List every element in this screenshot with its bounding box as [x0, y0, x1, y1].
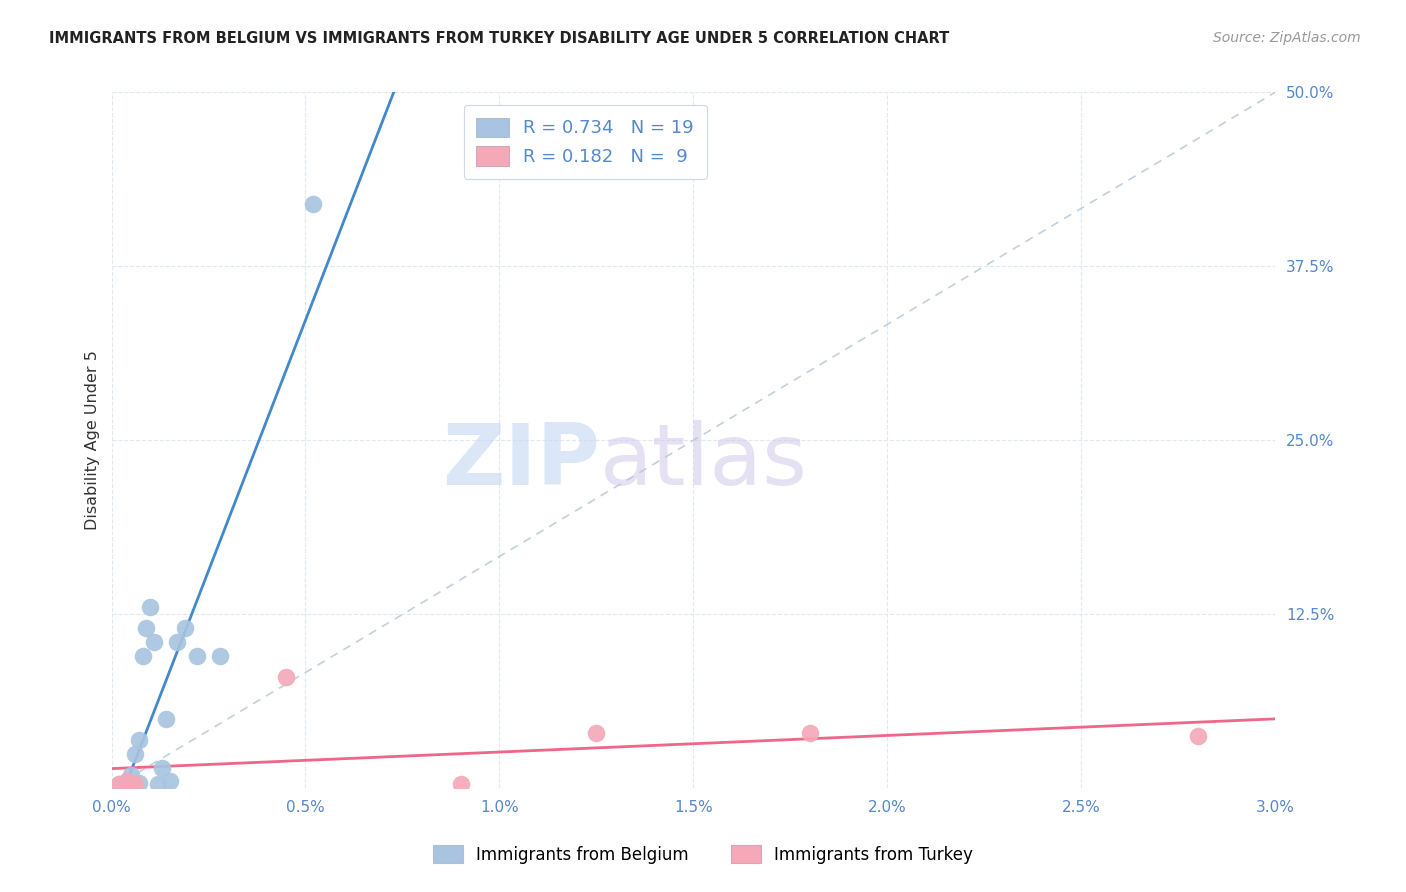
- Point: [209, 649, 232, 664]
- Point: [139, 600, 162, 615]
- Point: [585, 725, 607, 739]
- Point: [120, 767, 142, 781]
- Point: [131, 649, 153, 664]
- Point: [274, 670, 297, 684]
- Text: IMMIGRANTS FROM BELGIUM VS IMMIGRANTS FROM TURKEY DISABILITY AGE UNDER 5 CORRELA: IMMIGRANTS FROM BELGIUM VS IMMIGRANTS FR…: [49, 31, 949, 46]
- Point: [302, 196, 325, 211]
- Point: [124, 747, 146, 761]
- Point: [166, 635, 188, 649]
- Point: [120, 776, 142, 790]
- Point: [186, 649, 208, 664]
- Point: [159, 774, 181, 789]
- Point: [124, 777, 146, 791]
- Point: [155, 712, 177, 726]
- Point: [1187, 729, 1209, 743]
- Point: [450, 777, 472, 791]
- Y-axis label: Disability Age Under 5: Disability Age Under 5: [86, 351, 100, 531]
- Text: atlas: atlas: [600, 420, 808, 503]
- Point: [143, 635, 166, 649]
- Point: [174, 621, 197, 635]
- Legend: Immigrants from Belgium, Immigrants from Turkey: Immigrants from Belgium, Immigrants from…: [426, 838, 980, 871]
- Point: [108, 777, 131, 791]
- Point: [150, 761, 173, 775]
- Point: [146, 777, 169, 791]
- Point: [128, 732, 150, 747]
- Point: [799, 725, 821, 739]
- Legend: R = 0.734   N = 19, R = 0.182   N =  9: R = 0.734 N = 19, R = 0.182 N = 9: [464, 105, 707, 179]
- Point: [108, 777, 131, 791]
- Text: Source: ZipAtlas.com: Source: ZipAtlas.com: [1213, 31, 1361, 45]
- Point: [115, 774, 138, 789]
- Point: [128, 776, 150, 790]
- Point: [135, 621, 157, 635]
- Point: [115, 774, 138, 789]
- Text: ZIP: ZIP: [443, 420, 600, 503]
